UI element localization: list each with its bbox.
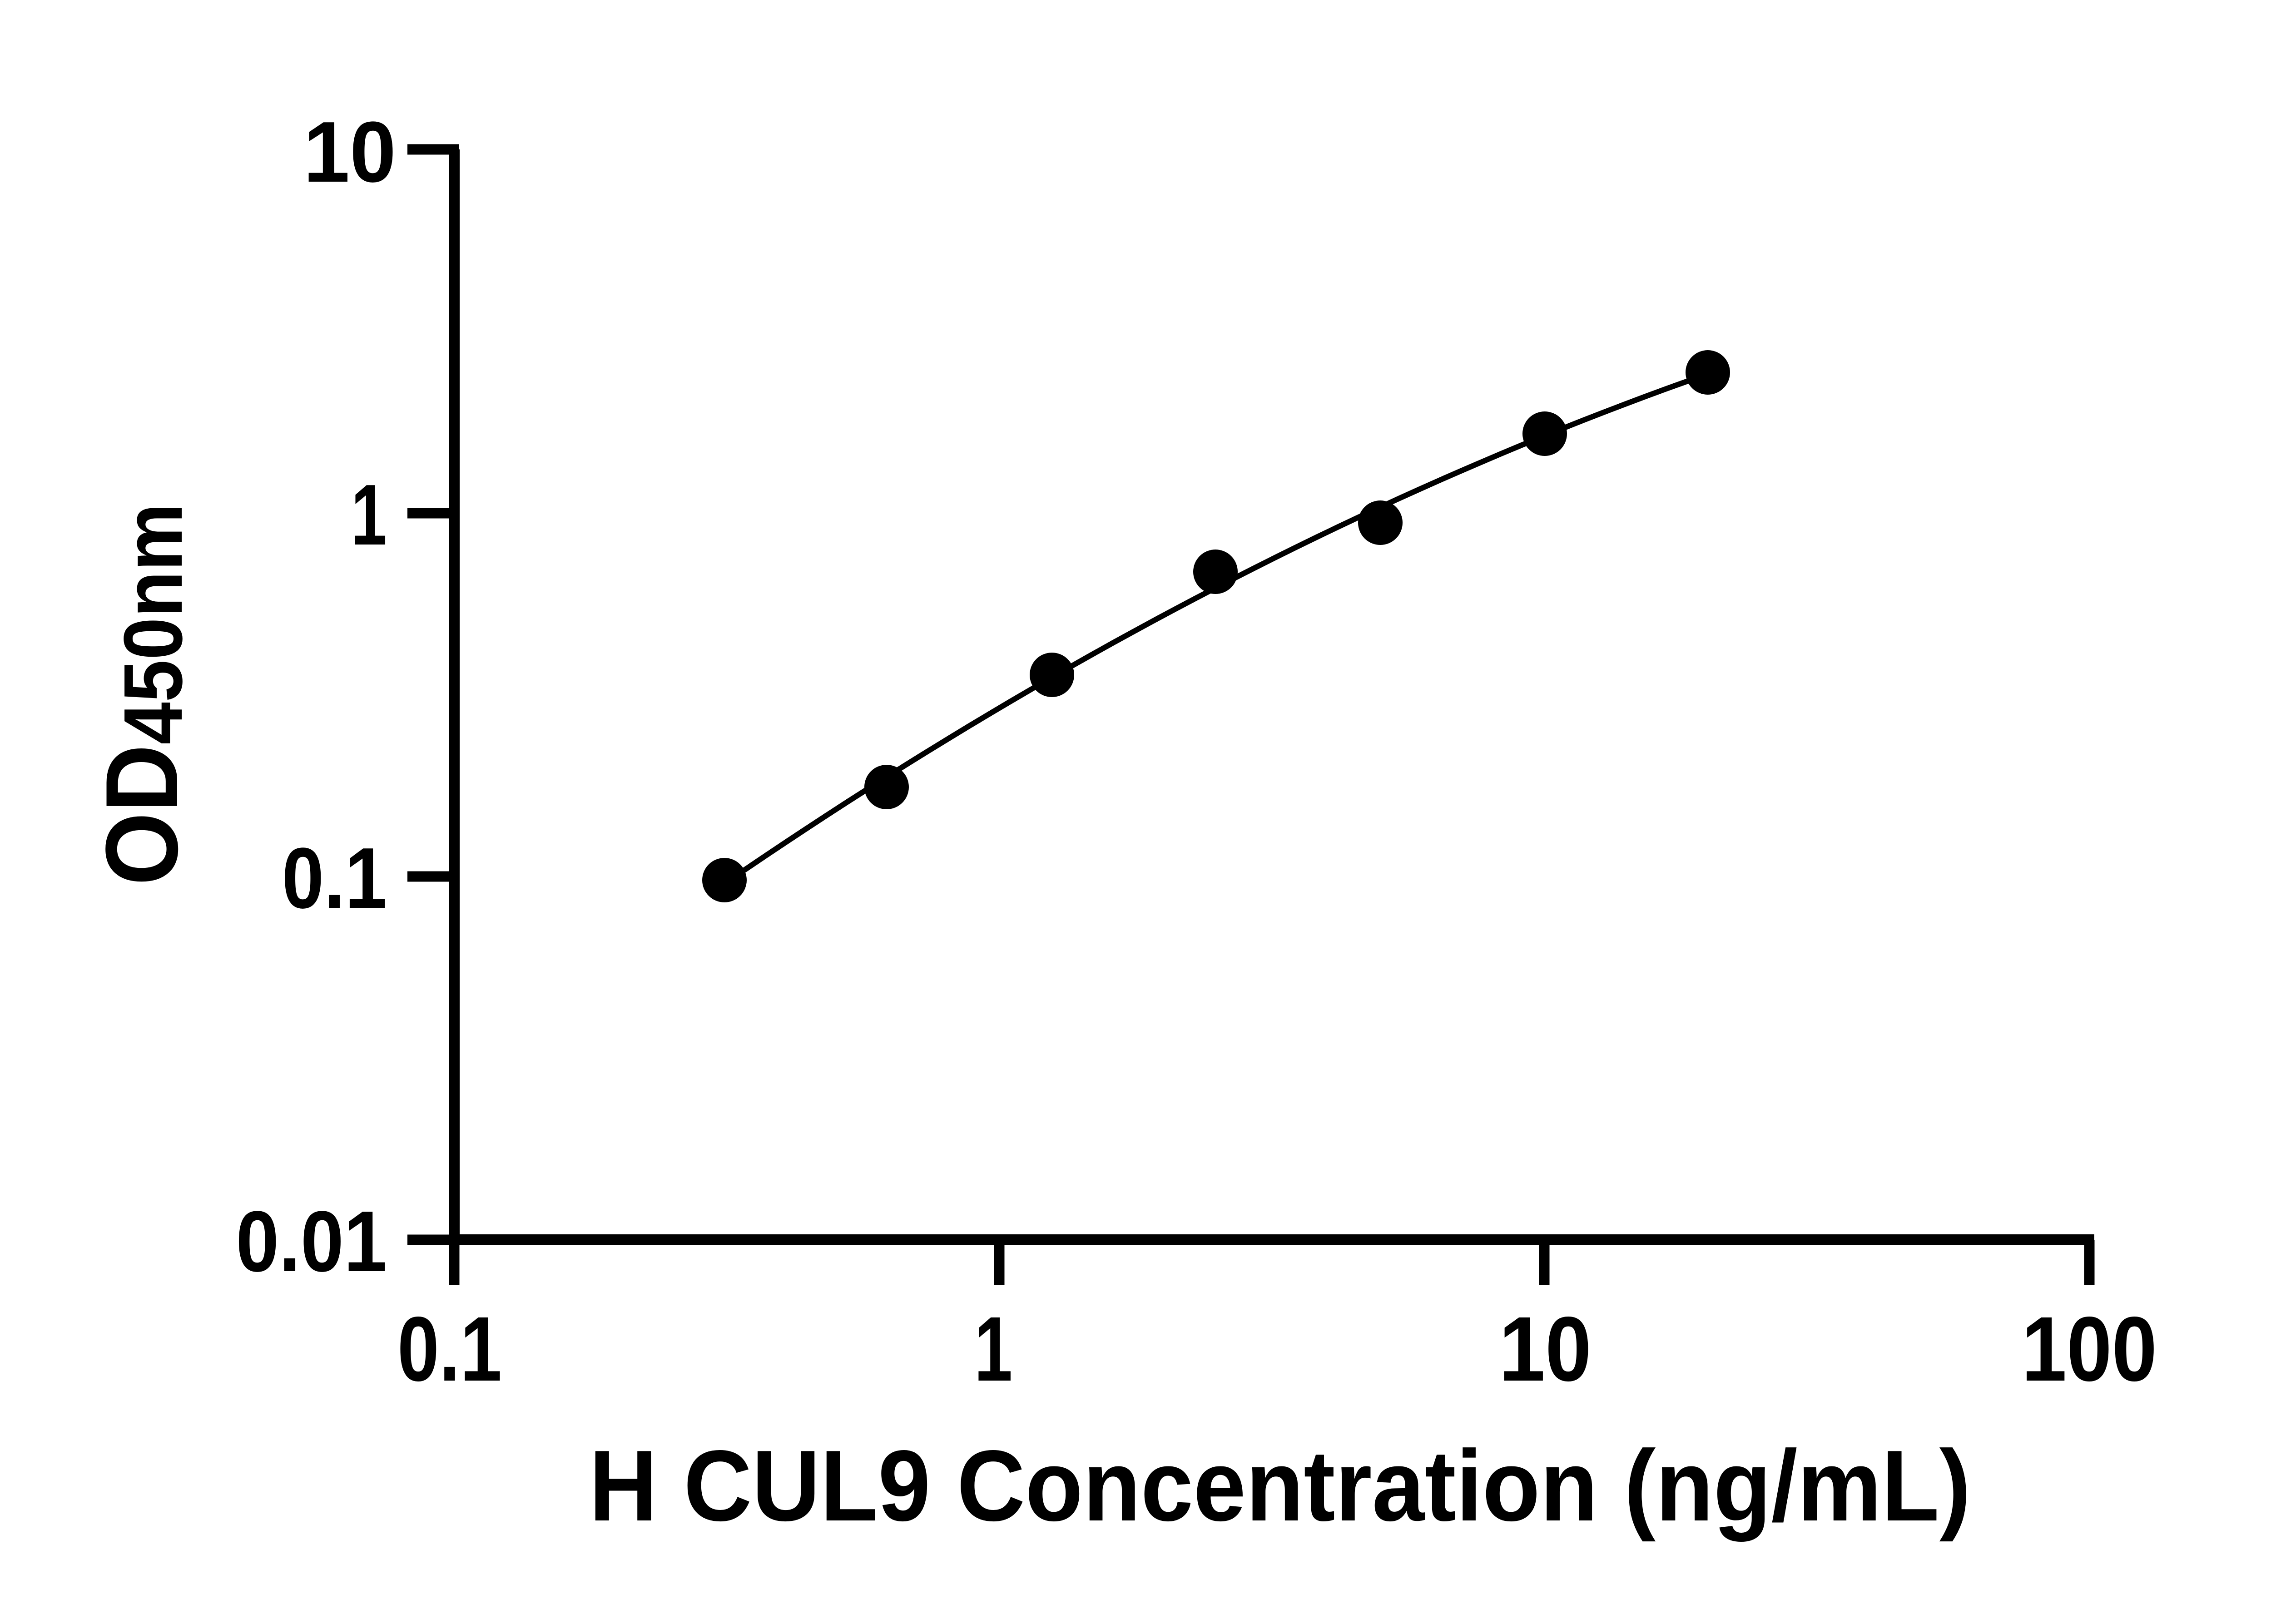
svg-text:0.01: 0.01 [236,1193,387,1290]
svg-text:0.1: 0.1 [397,1298,502,1400]
svg-text:100: 100 [2022,1298,2157,1401]
svg-text:10: 10 [303,104,396,200]
svg-text:0.1: 0.1 [282,830,387,926]
svg-text:1: 1 [351,466,387,563]
svg-text:1: 1 [974,1297,1012,1400]
svg-text:10: 10 [1499,1297,1592,1400]
svg-text:H CUL9 Concentration (ng/mL): H CUL9 Concentration (ng/mL) [589,1429,1971,1542]
